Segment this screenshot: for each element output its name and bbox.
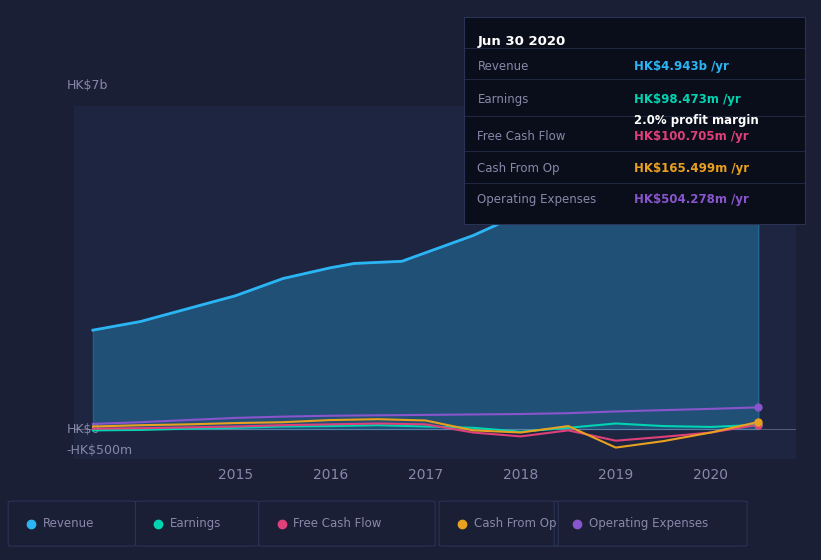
Text: Operating Expenses: Operating Expenses bbox=[478, 193, 597, 206]
Text: HK$4.943b /yr: HK$4.943b /yr bbox=[635, 60, 729, 73]
Text: HK$7b: HK$7b bbox=[67, 80, 108, 92]
Text: Cash From Op: Cash From Op bbox=[474, 517, 556, 530]
Text: Revenue: Revenue bbox=[43, 517, 94, 530]
Text: HK$98.473m /yr: HK$98.473m /yr bbox=[635, 93, 741, 106]
Text: -HK$500m: -HK$500m bbox=[67, 444, 133, 457]
Text: HK$165.499m /yr: HK$165.499m /yr bbox=[635, 161, 750, 175]
Text: Earnings: Earnings bbox=[170, 517, 222, 530]
Text: Free Cash Flow: Free Cash Flow bbox=[293, 517, 382, 530]
Text: 2.0% profit margin: 2.0% profit margin bbox=[635, 114, 759, 127]
Text: Revenue: Revenue bbox=[478, 60, 529, 73]
Text: Jun 30 2020: Jun 30 2020 bbox=[478, 35, 566, 49]
Text: HK$504.278m /yr: HK$504.278m /yr bbox=[635, 193, 749, 206]
Text: Earnings: Earnings bbox=[478, 93, 529, 106]
Text: Free Cash Flow: Free Cash Flow bbox=[478, 130, 566, 143]
Text: HK$100.705m /yr: HK$100.705m /yr bbox=[635, 130, 749, 143]
Text: Cash From Op: Cash From Op bbox=[478, 161, 560, 175]
Text: HK$0: HK$0 bbox=[67, 423, 100, 436]
Text: Operating Expenses: Operating Expenses bbox=[589, 517, 708, 530]
